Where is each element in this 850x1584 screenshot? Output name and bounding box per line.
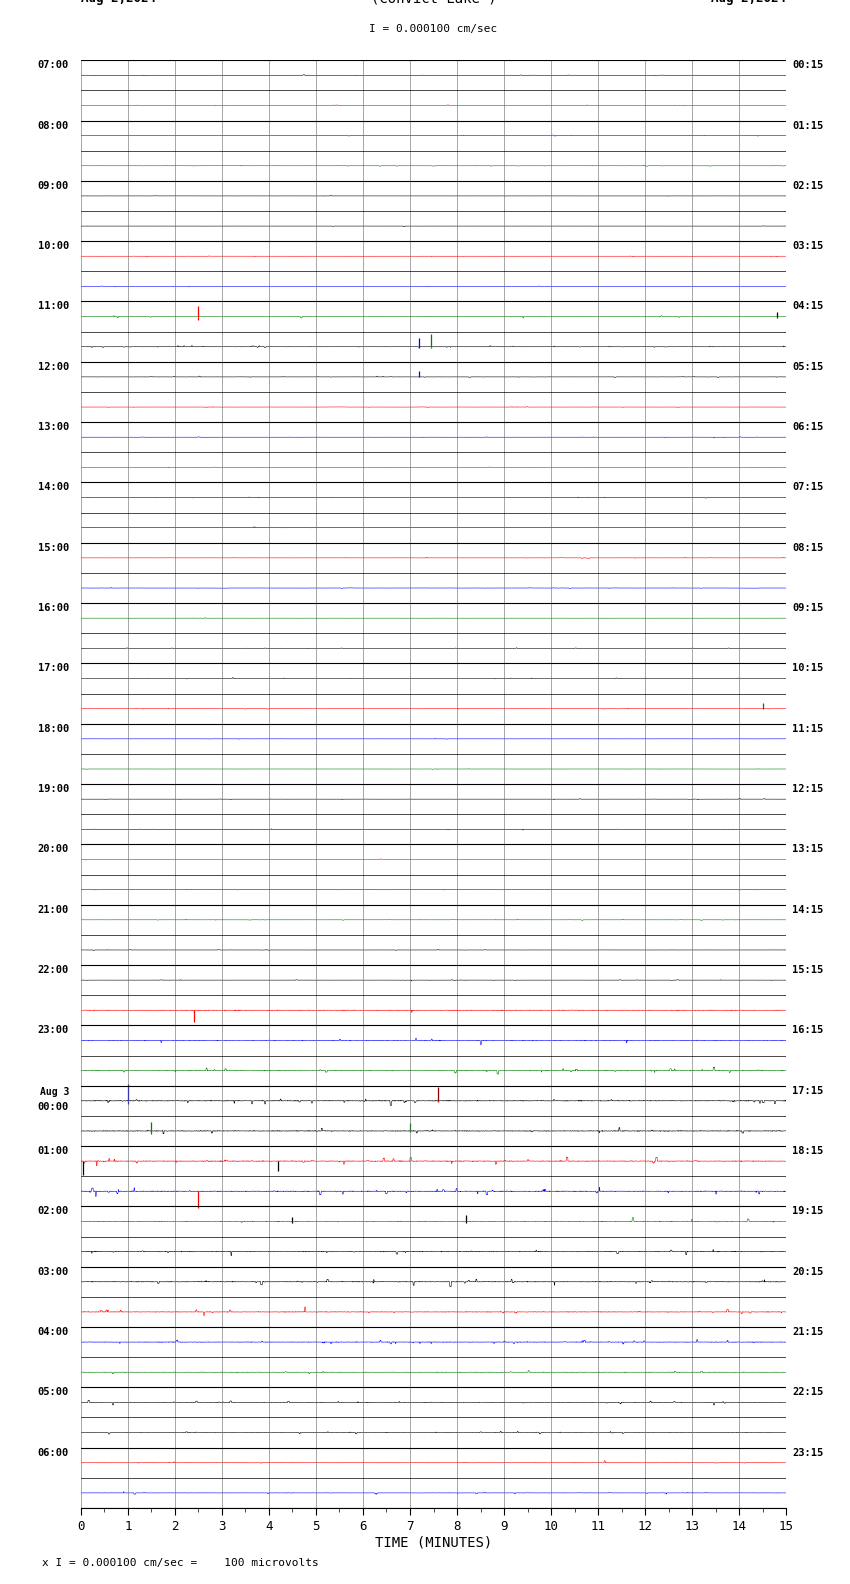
Text: 09:00: 09:00 [37, 181, 69, 190]
Text: (Convict Lake ): (Convict Lake ) [371, 0, 496, 5]
Text: 17:00: 17:00 [37, 664, 69, 673]
Text: 22:00: 22:00 [37, 965, 69, 976]
Text: 15:00: 15:00 [37, 543, 69, 553]
Text: 23:15: 23:15 [792, 1448, 823, 1457]
Text: 02:15: 02:15 [792, 181, 823, 190]
Text: Aug 3: Aug 3 [40, 1087, 69, 1098]
Text: I = 0.000100 cm/sec: I = 0.000100 cm/sec [370, 24, 497, 35]
Text: 01:15: 01:15 [792, 120, 823, 130]
Text: 03:15: 03:15 [792, 241, 823, 252]
Text: 03:00: 03:00 [37, 1267, 69, 1277]
Text: 04:00: 04:00 [37, 1327, 69, 1337]
Text: 10:00: 10:00 [37, 241, 69, 252]
Text: 05:00: 05:00 [37, 1388, 69, 1397]
Text: 22:15: 22:15 [792, 1388, 823, 1397]
Text: 23:00: 23:00 [37, 1025, 69, 1036]
Text: x I = 0.000100 cm/sec =    100 microvolts: x I = 0.000100 cm/sec = 100 microvolts [42, 1559, 320, 1568]
Text: 16:00: 16:00 [37, 604, 69, 613]
Text: 12:00: 12:00 [37, 361, 69, 372]
Text: 19:00: 19:00 [37, 784, 69, 794]
Text: 12:15: 12:15 [792, 784, 823, 794]
Text: 06:00: 06:00 [37, 1448, 69, 1457]
Text: 08:15: 08:15 [792, 543, 823, 553]
Text: 13:15: 13:15 [792, 844, 823, 854]
Text: 00:00: 00:00 [37, 1102, 69, 1112]
Text: 21:00: 21:00 [37, 904, 69, 914]
Text: 11:00: 11:00 [37, 301, 69, 312]
Text: 05:15: 05:15 [792, 361, 823, 372]
Text: 02:00: 02:00 [37, 1207, 69, 1217]
Text: Aug 2,2024: Aug 2,2024 [711, 0, 786, 5]
Text: 20:15: 20:15 [792, 1267, 823, 1277]
Text: 19:15: 19:15 [792, 1207, 823, 1217]
Text: 15:15: 15:15 [792, 965, 823, 976]
Text: 16:15: 16:15 [792, 1025, 823, 1036]
Text: 14:15: 14:15 [792, 904, 823, 914]
Text: 17:15: 17:15 [792, 1085, 823, 1096]
Text: 13:00: 13:00 [37, 421, 69, 432]
Text: 08:00: 08:00 [37, 120, 69, 130]
Text: 04:15: 04:15 [792, 301, 823, 312]
Text: 06:15: 06:15 [792, 421, 823, 432]
Text: 20:00: 20:00 [37, 844, 69, 854]
Text: 07:15: 07:15 [792, 483, 823, 493]
Text: 21:15: 21:15 [792, 1327, 823, 1337]
Text: 14:00: 14:00 [37, 483, 69, 493]
Text: Aug 2,2024: Aug 2,2024 [81, 0, 156, 5]
Text: 09:15: 09:15 [792, 604, 823, 613]
X-axis label: TIME (MINUTES): TIME (MINUTES) [375, 1535, 492, 1549]
Text: 18:15: 18:15 [792, 1147, 823, 1156]
Text: 07:00: 07:00 [37, 60, 69, 70]
Text: 00:15: 00:15 [792, 60, 823, 70]
Text: 18:00: 18:00 [37, 724, 69, 733]
Text: 10:15: 10:15 [792, 664, 823, 673]
Text: 01:00: 01:00 [37, 1147, 69, 1156]
Text: 11:15: 11:15 [792, 724, 823, 733]
